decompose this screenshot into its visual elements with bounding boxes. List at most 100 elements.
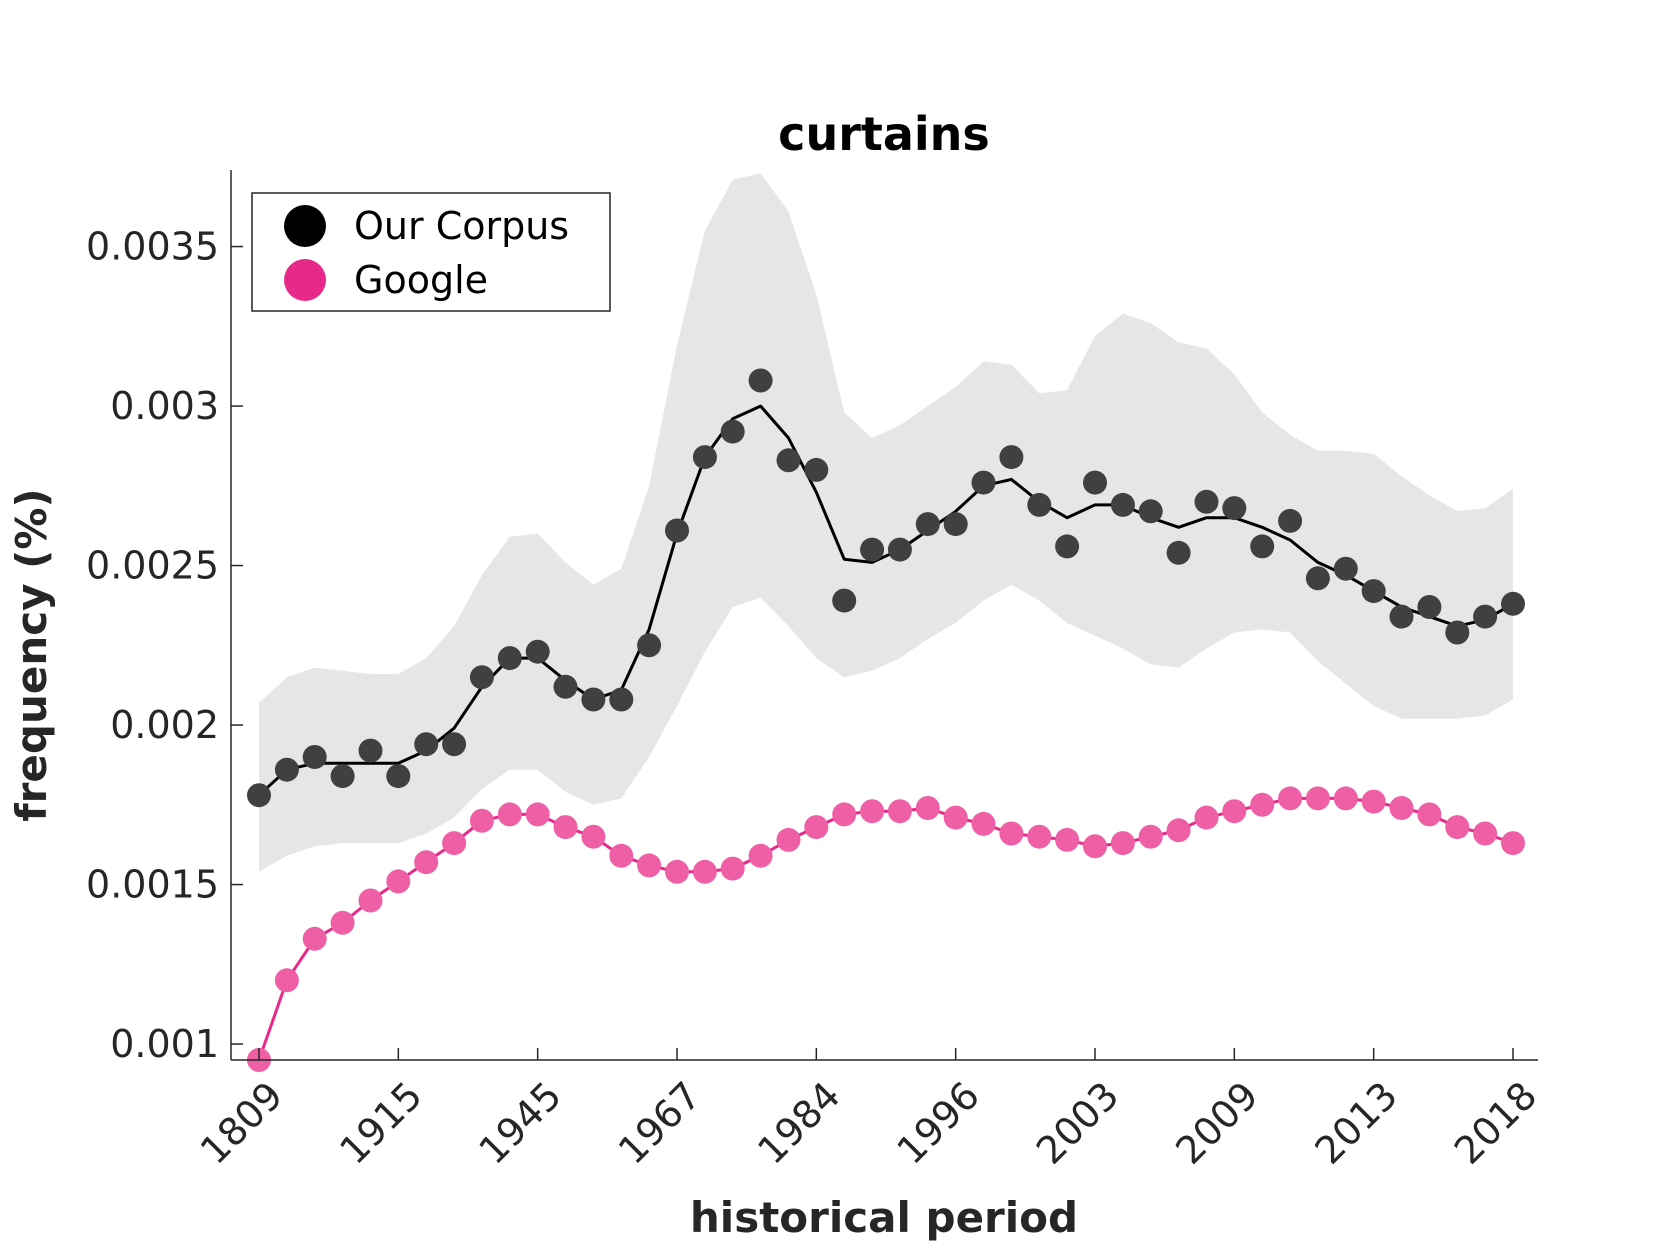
point-google — [692, 859, 717, 884]
point-our-corpus — [832, 588, 857, 613]
y-tick-label: 0.0035 — [86, 225, 219, 269]
point-google — [860, 799, 885, 824]
point-our-corpus — [915, 512, 940, 537]
point-google — [525, 802, 550, 827]
x-tick-label: 1915 — [331, 1073, 431, 1173]
point-our-corpus — [692, 445, 717, 470]
trend-line-layer — [257, 404, 1514, 1061]
point-google — [804, 815, 829, 840]
point-our-corpus — [637, 633, 662, 658]
point-our-corpus — [1222, 496, 1247, 521]
trend-line-google — [257, 796, 1514, 1061]
point-google — [748, 843, 773, 868]
legend-marker-google — [284, 259, 326, 301]
x-ticks: 1809 1915 1945 1967 1984 1996 2003 2009 2013 2018 — [192, 1048, 1546, 1173]
point-google — [274, 968, 299, 993]
y-ticks: 0.001 0.0015 0.002 0.0025 0.003 0.0035 — [86, 225, 243, 1066]
point-google — [553, 815, 578, 840]
point-our-corpus — [1389, 604, 1414, 629]
point-our-corpus — [1361, 579, 1386, 604]
point-google — [414, 850, 439, 875]
point-our-corpus — [247, 783, 271, 808]
point-our-corpus — [469, 665, 494, 690]
point-our-corpus — [302, 745, 327, 769]
y-axis-label: frequency (%) — [7, 488, 56, 821]
legend-label-our-corpus: Our Corpus — [354, 204, 569, 248]
legend: Our Corpus Google — [251, 192, 611, 312]
point-google — [1361, 789, 1386, 814]
point-our-corpus — [999, 445, 1024, 470]
point-our-corpus — [1333, 556, 1358, 581]
x-tick-label: 1945 — [471, 1073, 571, 1173]
point-our-corpus — [1138, 499, 1163, 524]
x-tick-label: 1996 — [889, 1073, 989, 1173]
point-our-corpus — [720, 419, 745, 444]
y-tick-label: 0.002 — [110, 703, 219, 747]
point-google — [887, 799, 912, 824]
x-tick-label: 2018 — [1446, 1073, 1546, 1173]
point-google — [1194, 805, 1219, 830]
confidence-band-layer — [259, 173, 1513, 872]
x-tick-label: 1967 — [610, 1073, 710, 1173]
point-google — [1278, 786, 1303, 811]
point-google — [1222, 799, 1247, 824]
data-point-layer — [247, 368, 1525, 1072]
point-our-corpus — [748, 368, 773, 393]
point-our-corpus — [1417, 595, 1442, 619]
point-google — [1501, 831, 1525, 856]
point-google — [971, 811, 996, 836]
point-google — [1110, 831, 1135, 856]
point-google — [1333, 786, 1358, 811]
x-tick-label: 2013 — [1307, 1073, 1407, 1173]
point-google — [609, 843, 634, 868]
point-our-corpus — [776, 448, 801, 473]
point-google — [637, 853, 662, 878]
legend-marker-our-corpus — [284, 205, 326, 247]
point-our-corpus — [1194, 489, 1219, 514]
point-google — [1166, 818, 1191, 843]
point-google — [943, 805, 968, 830]
point-our-corpus — [330, 764, 355, 789]
point-our-corpus — [497, 646, 522, 671]
point-google — [581, 824, 606, 849]
y-tick-label: 0.003 — [110, 384, 219, 428]
legend-label-google: Google — [354, 258, 488, 302]
point-google — [302, 926, 327, 951]
chart-title: curtains — [778, 107, 990, 161]
point-our-corpus — [1473, 604, 1498, 629]
point-our-corpus — [1305, 566, 1330, 591]
x-axis-label: historical period — [690, 1193, 1078, 1242]
point-google — [1473, 821, 1498, 846]
point-our-corpus — [1055, 534, 1080, 559]
point-google — [776, 827, 801, 852]
x-tick-label: 1809 — [192, 1073, 292, 1173]
point-google — [386, 869, 411, 894]
point-google — [665, 859, 689, 884]
point-our-corpus — [386, 764, 411, 789]
point-google — [999, 821, 1024, 846]
point-our-corpus — [1250, 534, 1275, 559]
point-our-corpus — [1278, 508, 1303, 533]
x-tick-label: 2009 — [1167, 1073, 1267, 1173]
x-tick-label: 2003 — [1028, 1073, 1128, 1173]
point-google — [469, 808, 494, 833]
point-google — [1138, 824, 1163, 849]
point-our-corpus — [971, 470, 996, 495]
point-our-corpus — [1027, 492, 1052, 517]
trend-line-our-corpus — [257, 404, 1514, 797]
point-our-corpus — [1445, 620, 1470, 645]
point-google — [1417, 802, 1442, 827]
point-google — [1027, 824, 1052, 849]
point-our-corpus — [1110, 492, 1135, 517]
point-google — [720, 856, 745, 881]
confidence-band-our-corpus — [259, 173, 1513, 872]
point-google — [915, 796, 940, 820]
point-google — [1389, 796, 1414, 820]
point-our-corpus — [358, 738, 383, 763]
point-google — [1445, 815, 1470, 840]
point-our-corpus — [804, 457, 829, 482]
point-google — [442, 831, 467, 856]
x-tick-label: 1984 — [749, 1073, 849, 1173]
point-our-corpus — [414, 732, 439, 757]
